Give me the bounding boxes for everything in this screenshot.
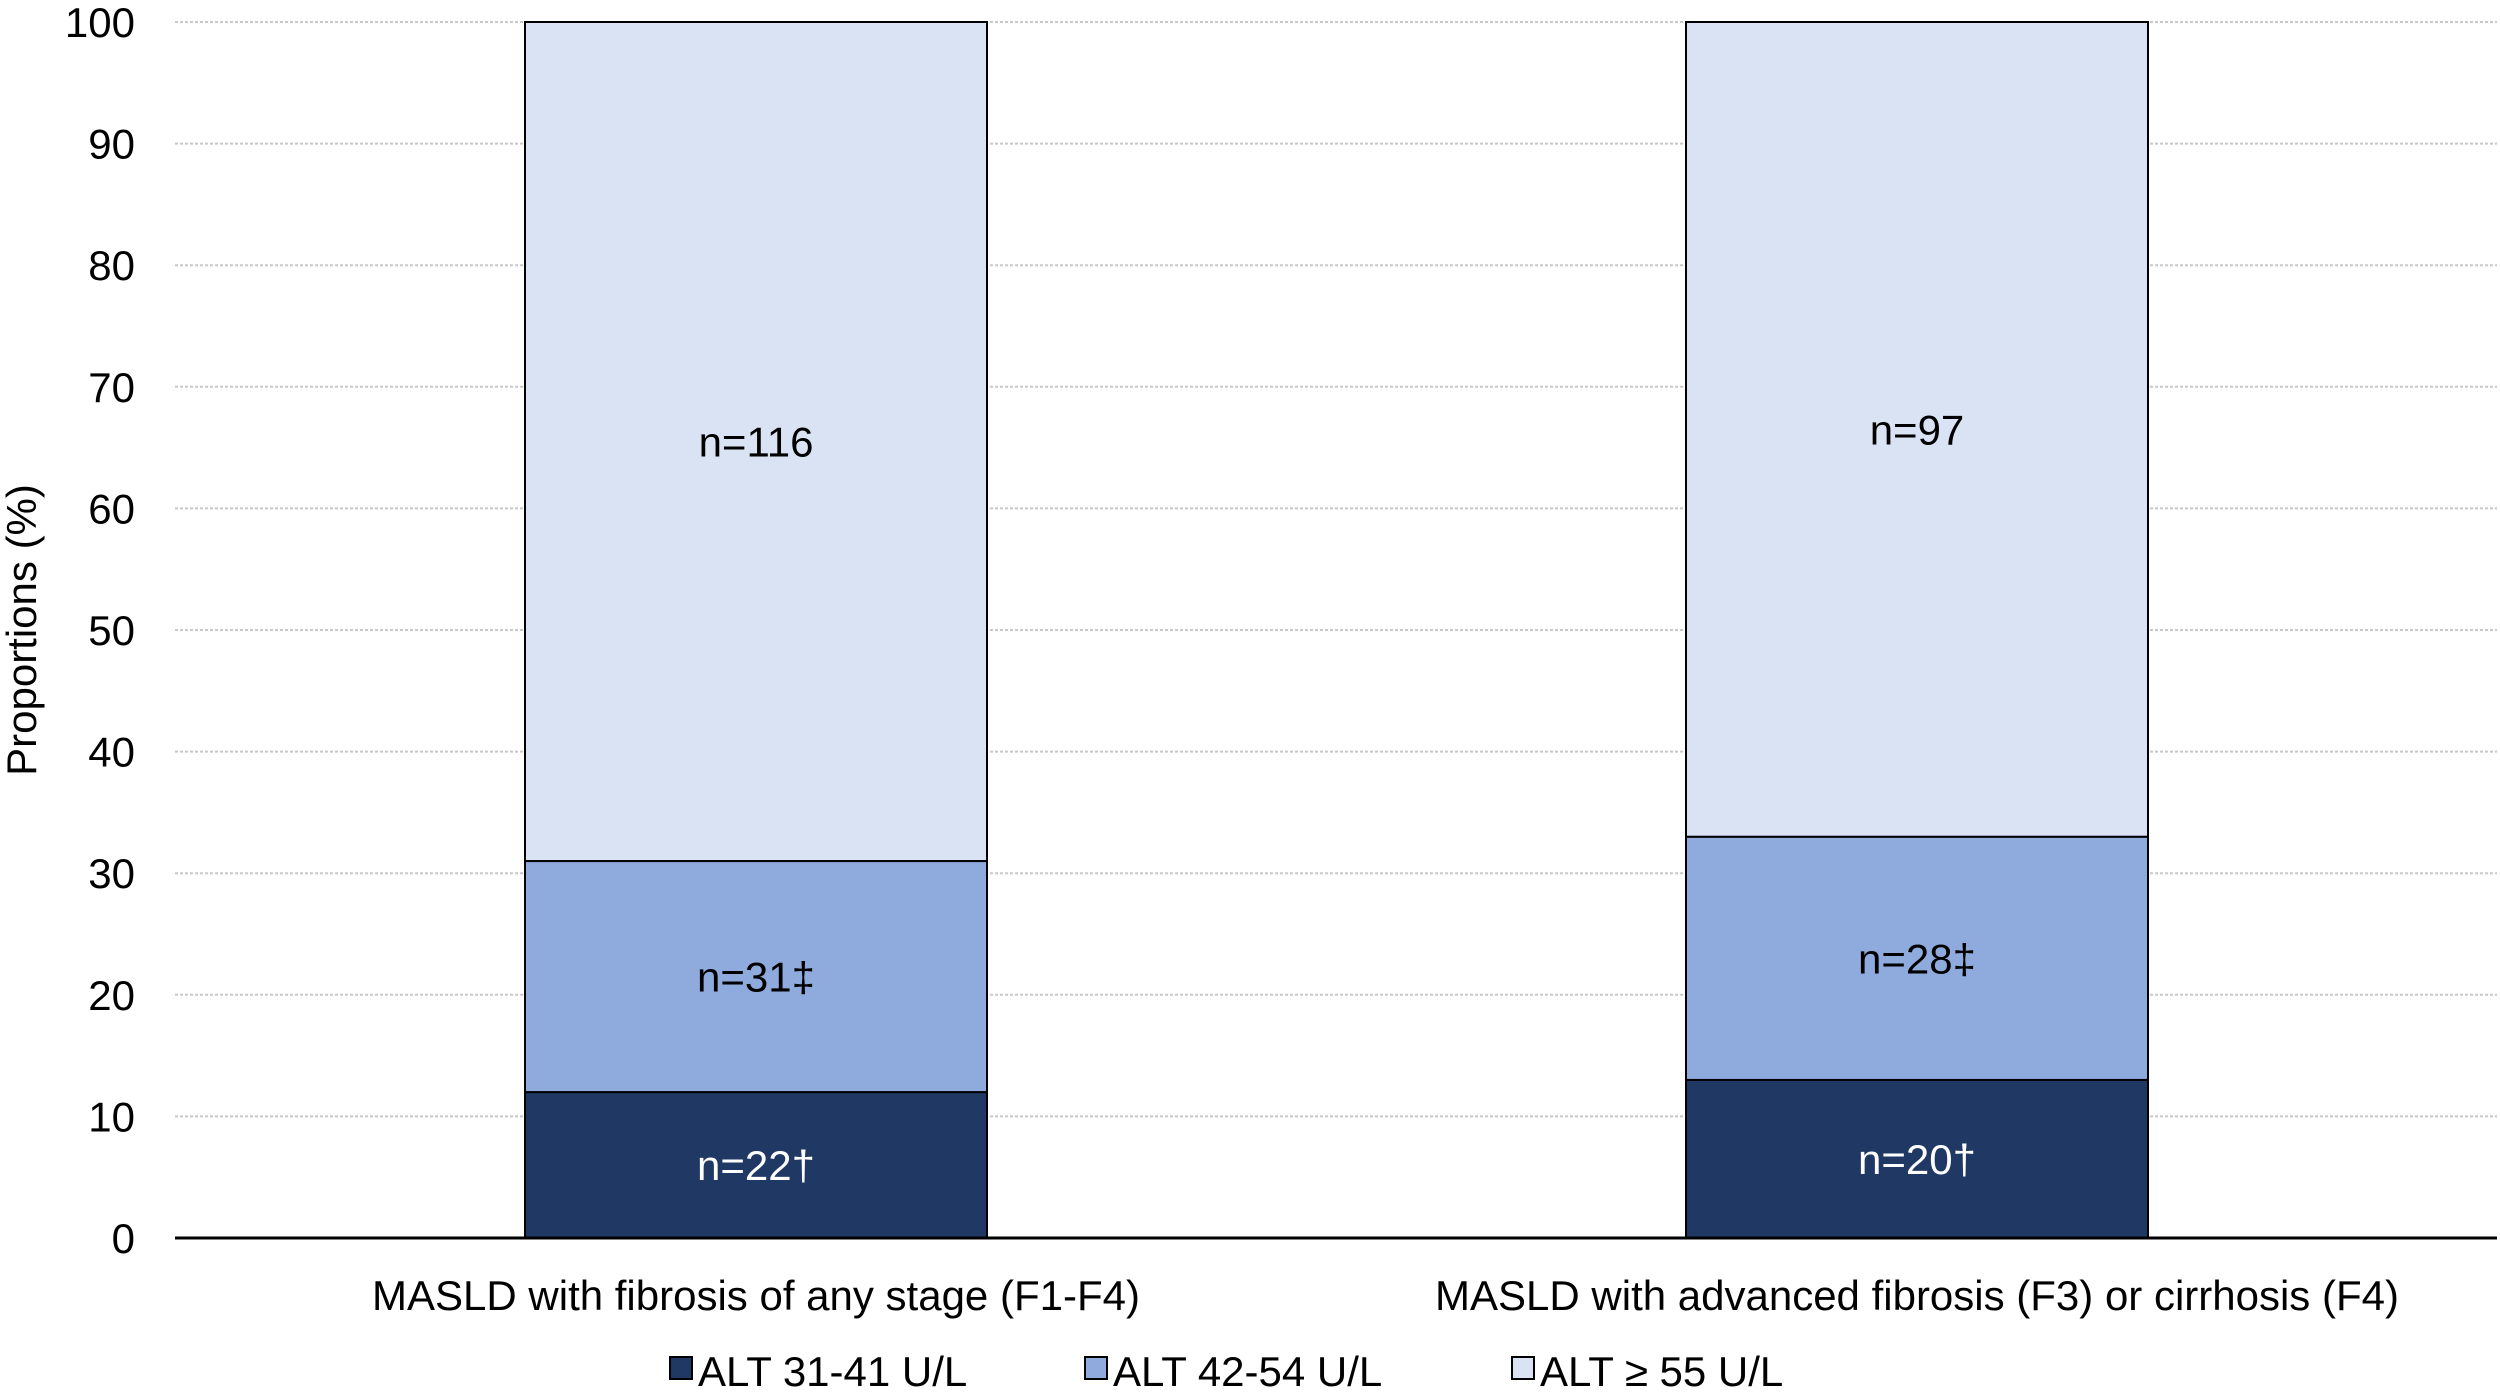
- y-tick-label: 70: [88, 364, 135, 411]
- bar-segment: [1685, 835, 2149, 1081]
- legend-label: ALT ≥ 55 U/L: [1540, 1348, 1783, 1394]
- y-tick-label: 0: [112, 1215, 135, 1262]
- bar-segment: [524, 21, 988, 863]
- bar-segment: [1685, 21, 2149, 838]
- legend-label: ALT 42-54 U/L: [1113, 1348, 1382, 1394]
- y-tick-label: 10: [88, 1093, 135, 1140]
- legend: ALT 31-41 U/L ALT 42-54 U/L ALT ≥ 55 U/L: [669, 1348, 1783, 1394]
- bars: n=22† n=31‡ n=116 n=20† n=28‡ n=97: [524, 21, 2149, 1240]
- legend-swatch: [1084, 1356, 1108, 1380]
- legend-label: ALT 31-41 U/L: [698, 1348, 967, 1394]
- data-label: n=22†: [697, 1142, 815, 1189]
- y-tick-label: 60: [88, 485, 135, 532]
- data-label: n=116: [699, 419, 814, 466]
- bar-segment: [1685, 1078, 2149, 1240]
- x-tick-label: MASLD with advanced fibrosis (F3) or cir…: [1435, 1272, 2399, 1319]
- y-axis-label: Proportions (%): [0, 484, 45, 776]
- data-label: n=20†: [1858, 1136, 1976, 1183]
- y-axis-ticks: 0 10 20 30 40 50 60 70 80 90 100: [65, 0, 135, 1262]
- legend-swatch: [1511, 1356, 1535, 1380]
- data-label: n=97: [1870, 406, 1965, 453]
- y-tick-label: 100: [65, 0, 135, 46]
- y-tick-label: 50: [88, 607, 135, 654]
- y-tick-label: 90: [88, 121, 135, 168]
- data-label: n=28‡: [1858, 935, 1976, 982]
- y-tick-label: 40: [88, 729, 135, 776]
- bar-segment: [524, 860, 988, 1094]
- y-tick-label: 80: [88, 242, 135, 289]
- x-axis-labels: MASLD with fibrosis of any stage (F1-F4)…: [372, 1272, 2399, 1319]
- y-tick-label: 30: [88, 850, 135, 897]
- y-tick-label: 20: [88, 972, 135, 1019]
- data-label: n=31‡: [697, 954, 815, 1001]
- legend-swatch: [669, 1356, 693, 1380]
- x-tick-label: MASLD with fibrosis of any stage (F1-F4): [372, 1272, 1140, 1319]
